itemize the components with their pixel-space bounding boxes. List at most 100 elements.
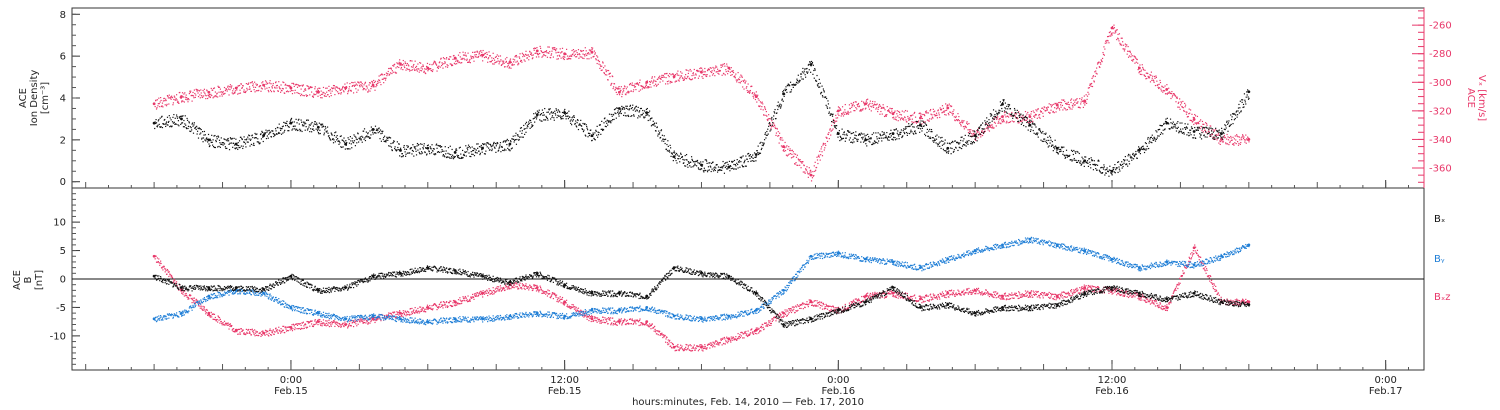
vx-dot [1144,69,1146,71]
density-dot [227,137,229,140]
vx-dot [1069,108,1071,110]
density-dot [230,142,232,144]
vx-dot [622,88,624,90]
vx-dot [292,82,294,84]
vx-dot [895,119,897,121]
vx-dot [834,120,836,122]
density-dot [1061,146,1064,148]
vx-dot [938,114,940,116]
density-dot [1146,148,1148,150]
density-dot [669,151,671,153]
vx-dot [388,67,390,70]
density-dot [856,138,858,140]
vx-dot [1164,85,1166,87]
vx-dot [399,59,401,61]
density-dot [1108,169,1111,171]
vx-dot [509,59,511,61]
density-dot [529,119,531,121]
density-dot [215,139,217,142]
density-dot [561,111,564,114]
vx-dot [1157,84,1159,86]
vx-dot [248,82,250,84]
density-dot [629,104,632,106]
vx-dot [425,72,427,75]
vx-dot [286,84,288,87]
vx-dot [1073,104,1075,106]
vx-dot [184,96,186,98]
vx-dot [756,96,758,98]
density-dot [1155,130,1157,132]
density-dot [675,159,677,162]
density-dot [288,126,290,128]
density-dot [634,107,636,109]
density-dot [406,145,408,147]
vx-dot [463,57,465,60]
density-dot [391,149,393,151]
vx-dot [739,76,741,78]
density-dot [606,122,608,124]
density-dot [558,110,560,112]
vx-dot [367,91,369,93]
vx-dot [633,84,635,87]
density-dot [383,136,385,139]
vx-dot [737,71,739,74]
vx-dot [1179,98,1181,100]
density-dot [566,112,568,115]
density-dot [462,157,464,159]
vx-dot [600,69,602,72]
density-dot [265,137,268,140]
density-dot [1132,158,1135,160]
density-dot [661,140,663,142]
vx-dot [748,90,750,92]
density-dot [871,133,873,136]
density-dot [1140,148,1142,150]
density-dot [808,69,810,71]
vx-dot [552,56,554,58]
density-dot [226,147,228,150]
density-dot [836,125,838,127]
vx-dot [526,57,528,59]
vx-dot [1036,110,1038,112]
vx-dot [306,95,308,97]
vx-dot [686,69,688,71]
vx-dot [270,83,272,85]
vx-dot [829,128,831,130]
vx-dot [380,84,382,86]
vx-dot [784,141,786,144]
density-dot [368,136,370,138]
density-dot [1146,145,1148,147]
density-dot [1008,106,1010,108]
vx-dot [315,90,317,93]
vx-dot [1005,116,1007,118]
density-dot [630,107,632,110]
vx-dot [698,70,700,72]
vx-dot [1230,137,1232,139]
density-dot [1030,120,1033,122]
density-dot [543,114,545,116]
density-dot [894,139,897,141]
legend: Bₓ Bᵧ Bₓz [1434,214,1451,303]
vx-dot [663,76,665,78]
vx-dot [318,87,320,89]
vx-dot [1066,102,1068,104]
density-dot [945,150,947,152]
vx-dot [668,80,670,82]
vx-dot [284,84,286,86]
density-dot [627,114,629,116]
vx-dot [1152,75,1154,77]
density-dot [768,125,770,127]
density-dot [452,157,454,159]
vx-dot [533,47,535,50]
density-dot [651,117,653,119]
density-dot [809,61,811,63]
vx-dot [199,97,201,99]
vx-dot [1039,117,1041,119]
density-dot [898,135,900,137]
vx-dot [1074,101,1076,103]
vx-dot [1134,62,1136,64]
vx-dot [404,66,406,69]
vx-dot [164,100,166,102]
vx-dot [901,117,903,119]
vx-dot [390,67,392,69]
density-dot [223,138,225,140]
